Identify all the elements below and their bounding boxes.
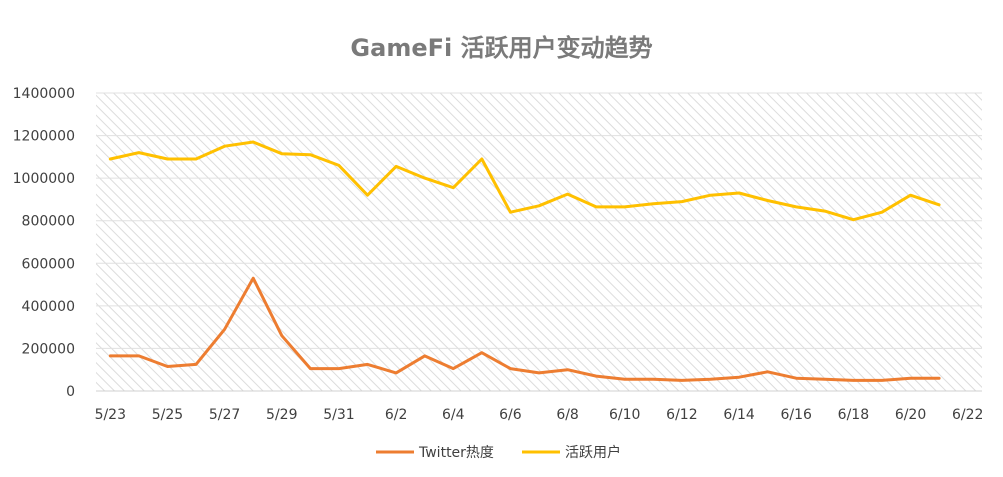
x-tick-label: 6/22: [952, 407, 983, 423]
x-tick-label: 5/23: [95, 407, 126, 423]
y-tick-label: 400000: [22, 299, 75, 315]
x-tick-label: 5/29: [266, 407, 297, 423]
y-tick-label: 200000: [22, 341, 75, 357]
x-tick-label: 5/25: [152, 407, 183, 423]
legend-label-1: 活跃用户: [565, 444, 621, 461]
x-tick-label: 6/12: [666, 407, 697, 423]
x-tick-label: 5/31: [323, 407, 354, 423]
x-tick-label: 6/20: [895, 407, 926, 423]
x-tick-label: 6/4: [442, 407, 465, 423]
x-tick-label: 6/2: [385, 407, 408, 423]
y-tick-label: 600000: [22, 256, 75, 272]
y-tick-label: 1000000: [13, 171, 75, 187]
y-tick-label: 0: [66, 384, 75, 400]
x-tick-label: 6/8: [556, 407, 579, 423]
x-tick-label: 6/18: [838, 407, 869, 423]
x-tick-label: 6/10: [609, 407, 640, 423]
y-tick-label: 1200000: [13, 129, 75, 145]
x-tick-label: 6/6: [499, 407, 522, 423]
x-tick-label: 5/27: [209, 407, 240, 423]
x-tick-label: 6/16: [780, 407, 812, 423]
series-line-1: [108, 140, 941, 222]
y-tick-label: 800000: [22, 214, 75, 230]
legend-label-0: Twitter热度: [418, 445, 494, 461]
series-line-0: [108, 276, 941, 382]
chart-title: GameFi 活跃用户变动趋势: [350, 34, 653, 62]
x-tick-label: 6/14: [723, 407, 755, 423]
y-tick-label: 1400000: [13, 86, 75, 102]
plot-area-background: [96, 93, 982, 391]
